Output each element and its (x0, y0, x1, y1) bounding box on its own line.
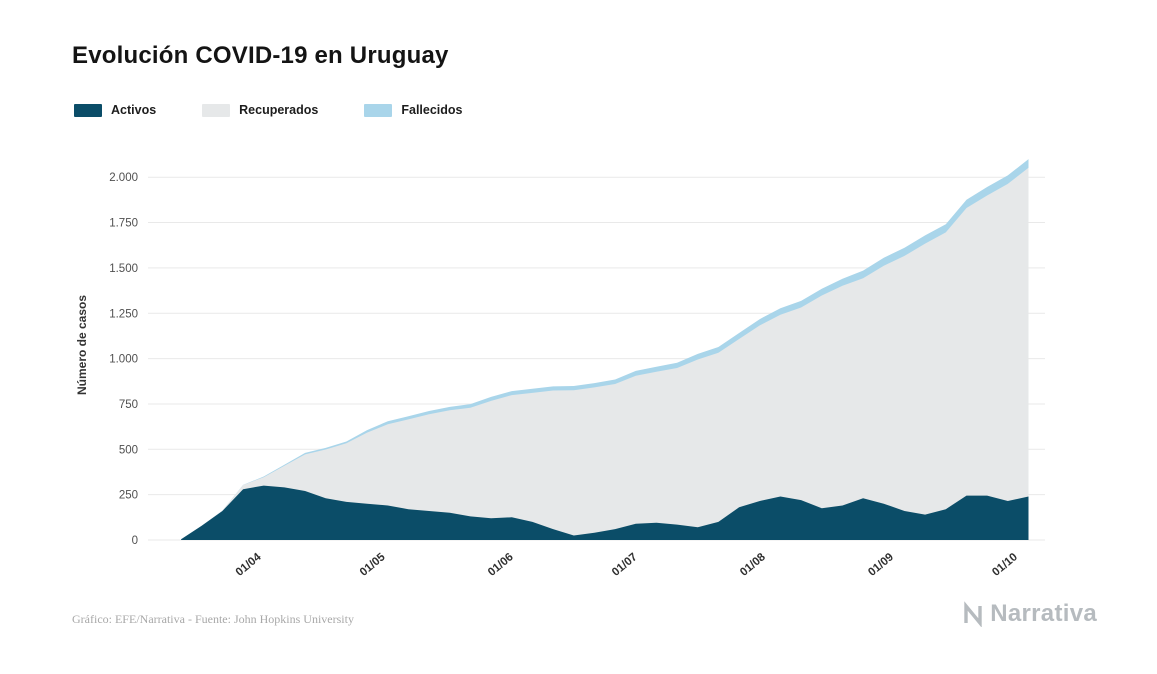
legend-label-recuperados: Recuperados (239, 103, 319, 117)
narrativa-logo-icon (964, 601, 982, 627)
area-recuperados (181, 167, 1029, 541)
y-tick-label: 1.250 (109, 308, 138, 320)
x-tick-label: 01/09 (866, 551, 896, 579)
legend-label-activos: Activos (111, 103, 157, 117)
y-tick-label: 250 (119, 490, 138, 502)
legend-swatch-fallecidos (364, 103, 393, 117)
legend-item-fallecidos: Fallecidos (364, 103, 463, 117)
y-tick-label: 750 (119, 399, 138, 411)
page-title: Evolución COVID-19 en Uruguay (72, 42, 449, 69)
y-tick-label: 1.750 (109, 218, 138, 230)
legend-item-recuperados: Recuperados (202, 103, 318, 117)
narrativa-logo-text: Narrativa (990, 600, 1097, 627)
area-activos (181, 485, 1029, 540)
x-tick-label: 01/10 (990, 551, 1020, 579)
y-tick-label: 1.000 (109, 354, 138, 366)
x-tick-label: 01/04 (234, 551, 264, 579)
narrativa-logo: Narrativa (961, 600, 1097, 628)
stacked-area-chart: 0 250 500 750 1.000 1.250 1.500 1.750 2.000 01/04… (75, 159, 1045, 579)
x-tick-label: 01/08 (738, 551, 768, 579)
legend-swatch-activos (74, 103, 102, 117)
legend-label-fallecidos: Fallecidos (401, 103, 463, 117)
legend-item-activos: Activos (74, 103, 156, 117)
x-tick-label: 01/06 (486, 551, 516, 579)
legend-swatch-recuperados (202, 103, 231, 117)
y-tick-label: 2.000 (109, 172, 138, 184)
x-tick-label: 01/07 (610, 551, 640, 579)
legend: Activos Recuperados Fallecidos (74, 103, 463, 117)
y-tick-label: 1.500 (109, 263, 138, 275)
y-tick-label: 500 (119, 444, 138, 456)
y-tick-label: 0 (132, 535, 138, 547)
y-axis-title: Número de casos (75, 295, 89, 395)
source-credit: Gráfico: EFE/Narrativa - Fuente: John Ho… (72, 612, 354, 626)
x-tick-label: 01/05 (358, 551, 388, 579)
